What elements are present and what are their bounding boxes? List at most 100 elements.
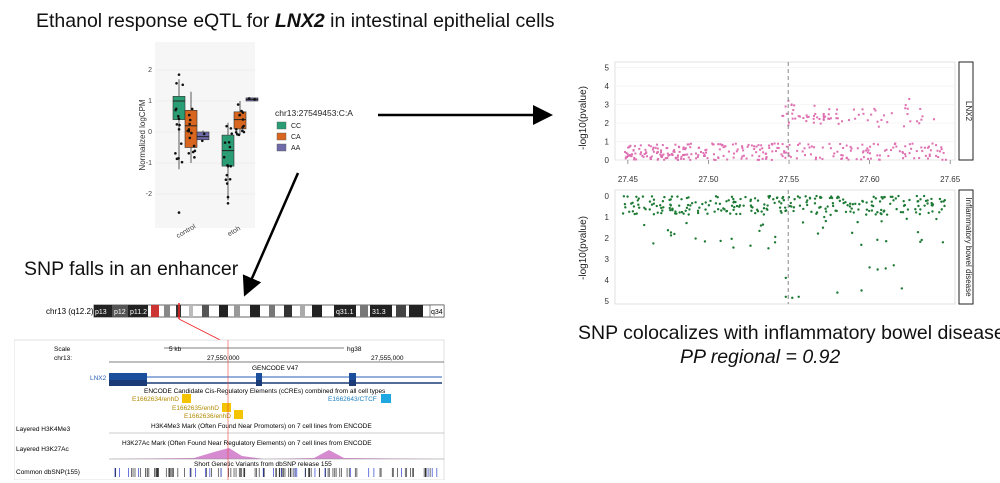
boxplot-point: [241, 118, 245, 121]
manhattan-top-point: [651, 148, 654, 151]
manhattan-top-point: [924, 154, 927, 157]
manhattan-bottom-point: [852, 211, 855, 214]
manhattan-top-point: [935, 154, 938, 157]
manhattan-bottom-point: [884, 240, 888, 243]
manhattan-top-point: [931, 142, 934, 145]
manhattan-bottom-point: [648, 208, 651, 211]
manhattan-bottom-point: [823, 215, 826, 219]
manhattan-bottom-point: [766, 204, 769, 207]
manhattan-top-point: [720, 144, 723, 147]
manhattan-top-point: [740, 157, 743, 160]
manhattan-top-point: [770, 158, 773, 161]
manhattan-top-point: [940, 148, 943, 151]
manhattan-top-point: [828, 142, 831, 145]
manhattan-bottom-point: [781, 195, 785, 199]
manhattan-bottom-point: [880, 208, 883, 212]
coloc-caption-text: SNP colocalizes with inflammatory bowel …: [578, 322, 1000, 344]
manhattan-top-point: [689, 146, 692, 149]
manhattan-top-point: [822, 115, 825, 118]
manhattan-bottom-point: [919, 198, 922, 201]
manhattan-top-point: [632, 149, 635, 152]
manhattan-bottom-point: [732, 208, 735, 212]
manhattan-top-point: [776, 146, 779, 149]
manhattan-top-point: [892, 146, 895, 149]
manhattan-bottom-point: [876, 238, 879, 242]
manhattan-top-point: [663, 158, 666, 161]
manhattan-top-point: [670, 153, 673, 156]
manhattan-bottom-point: [703, 240, 707, 243]
manhattan-top-point: [678, 150, 681, 153]
manhattan-top-point: [683, 153, 686, 156]
gene-label: LNX2: [90, 375, 107, 382]
manhattan-top-point: [736, 148, 739, 151]
band-p12: p12: [114, 309, 126, 316]
manhattan-top-point: [793, 104, 796, 107]
manhattan-bottom-point: [940, 200, 943, 203]
manhattan-top-point: [877, 125, 880, 128]
manhattan-top-point: [733, 152, 736, 155]
manhattan-bottom-point: [894, 197, 898, 200]
manhattan-top-point: [822, 116, 825, 119]
title-suffix: in intestinal epithelial cells: [324, 10, 555, 32]
manhattan-top-point: [711, 142, 714, 145]
manhattan-top-point: [890, 112, 893, 115]
manhattan-top-point: [695, 157, 698, 160]
manhattan-top-point: [784, 156, 787, 159]
manhattan-top-point: [664, 157, 667, 160]
boxplot-point: [188, 118, 192, 122]
band-31-3: 31.3: [372, 309, 386, 316]
manhattan-top-frame: [614, 61, 956, 161]
manhattan-top-point: [929, 149, 932, 152]
manhattan-bottom-point: [650, 203, 654, 206]
manhattan-top-point: [923, 146, 926, 149]
manhattan-bottom-point: [773, 201, 776, 205]
manhattan-top-ytick: 4: [605, 82, 610, 91]
manhattan-top-point: [845, 157, 848, 160]
manhattan-top-point: [777, 142, 780, 145]
manhattan-bottom-point: [694, 237, 697, 240]
manhattan-bottom-point: [663, 195, 666, 199]
manhattan-top-point: [672, 150, 675, 153]
manhattan-top-point: [718, 148, 721, 151]
manhattan-bottom-point: [874, 197, 878, 200]
manhattan-bottom-point: [723, 208, 726, 211]
manhattan-xtick: 27.45: [618, 175, 639, 184]
manhattan-bottom-point: [899, 210, 903, 214]
manhattan-bottom-point: [806, 199, 809, 202]
manhattan-top-point: [696, 156, 699, 159]
boxplot-outlier: [226, 202, 230, 205]
element-3: E1662636/enhD: [184, 413, 231, 420]
boxplot-panel: Normalized logCPM 210-1-2 control etoh c…: [138, 42, 353, 240]
manhattan-top-point: [751, 154, 754, 157]
boxplot-ytick: 0: [148, 129, 152, 136]
manhattan-bottom-point: [870, 200, 874, 203]
manhattan-bottom-point: [749, 244, 752, 247]
manhattan-bottom-point: [880, 195, 883, 199]
manhattan-top-point: [680, 157, 683, 160]
manhattan-top-point: [722, 146, 725, 149]
manhattan-top-point: [797, 115, 800, 118]
manhattan-bottom-point: [648, 200, 652, 203]
chrom-label: chr13 (q12.2): [46, 307, 94, 316]
manhattan-bottom-point: [655, 204, 658, 208]
manhattan-top-point: [856, 147, 859, 150]
manhattan-top-point: [845, 144, 848, 147]
manhattan-top-point: [828, 117, 831, 120]
manhattan-bottom-point: [759, 224, 763, 227]
manhattan-top-point: [633, 145, 636, 148]
manhattan-top-point: [712, 153, 715, 156]
manhattan-bottom-point: [801, 221, 805, 224]
manhattan-bottom-point: [834, 209, 837, 212]
manhattan-top-point: [795, 157, 798, 160]
manhattan-bottom-point: [882, 210, 885, 213]
manhattan-bottom-point: [902, 204, 906, 208]
manhattan-bottom-point: [842, 201, 845, 205]
manhattan-bottom-point: [772, 198, 775, 201]
manhattan-bottom-point: [938, 197, 942, 201]
manhattan-top-point: [798, 142, 801, 145]
manhattan-bottom-point: [831, 204, 835, 208]
manhattan-bottom-point: [660, 206, 663, 210]
manhattan-top-point: [904, 104, 907, 107]
manhattan-top-point: [774, 150, 777, 153]
boxplot-point: [180, 160, 184, 164]
